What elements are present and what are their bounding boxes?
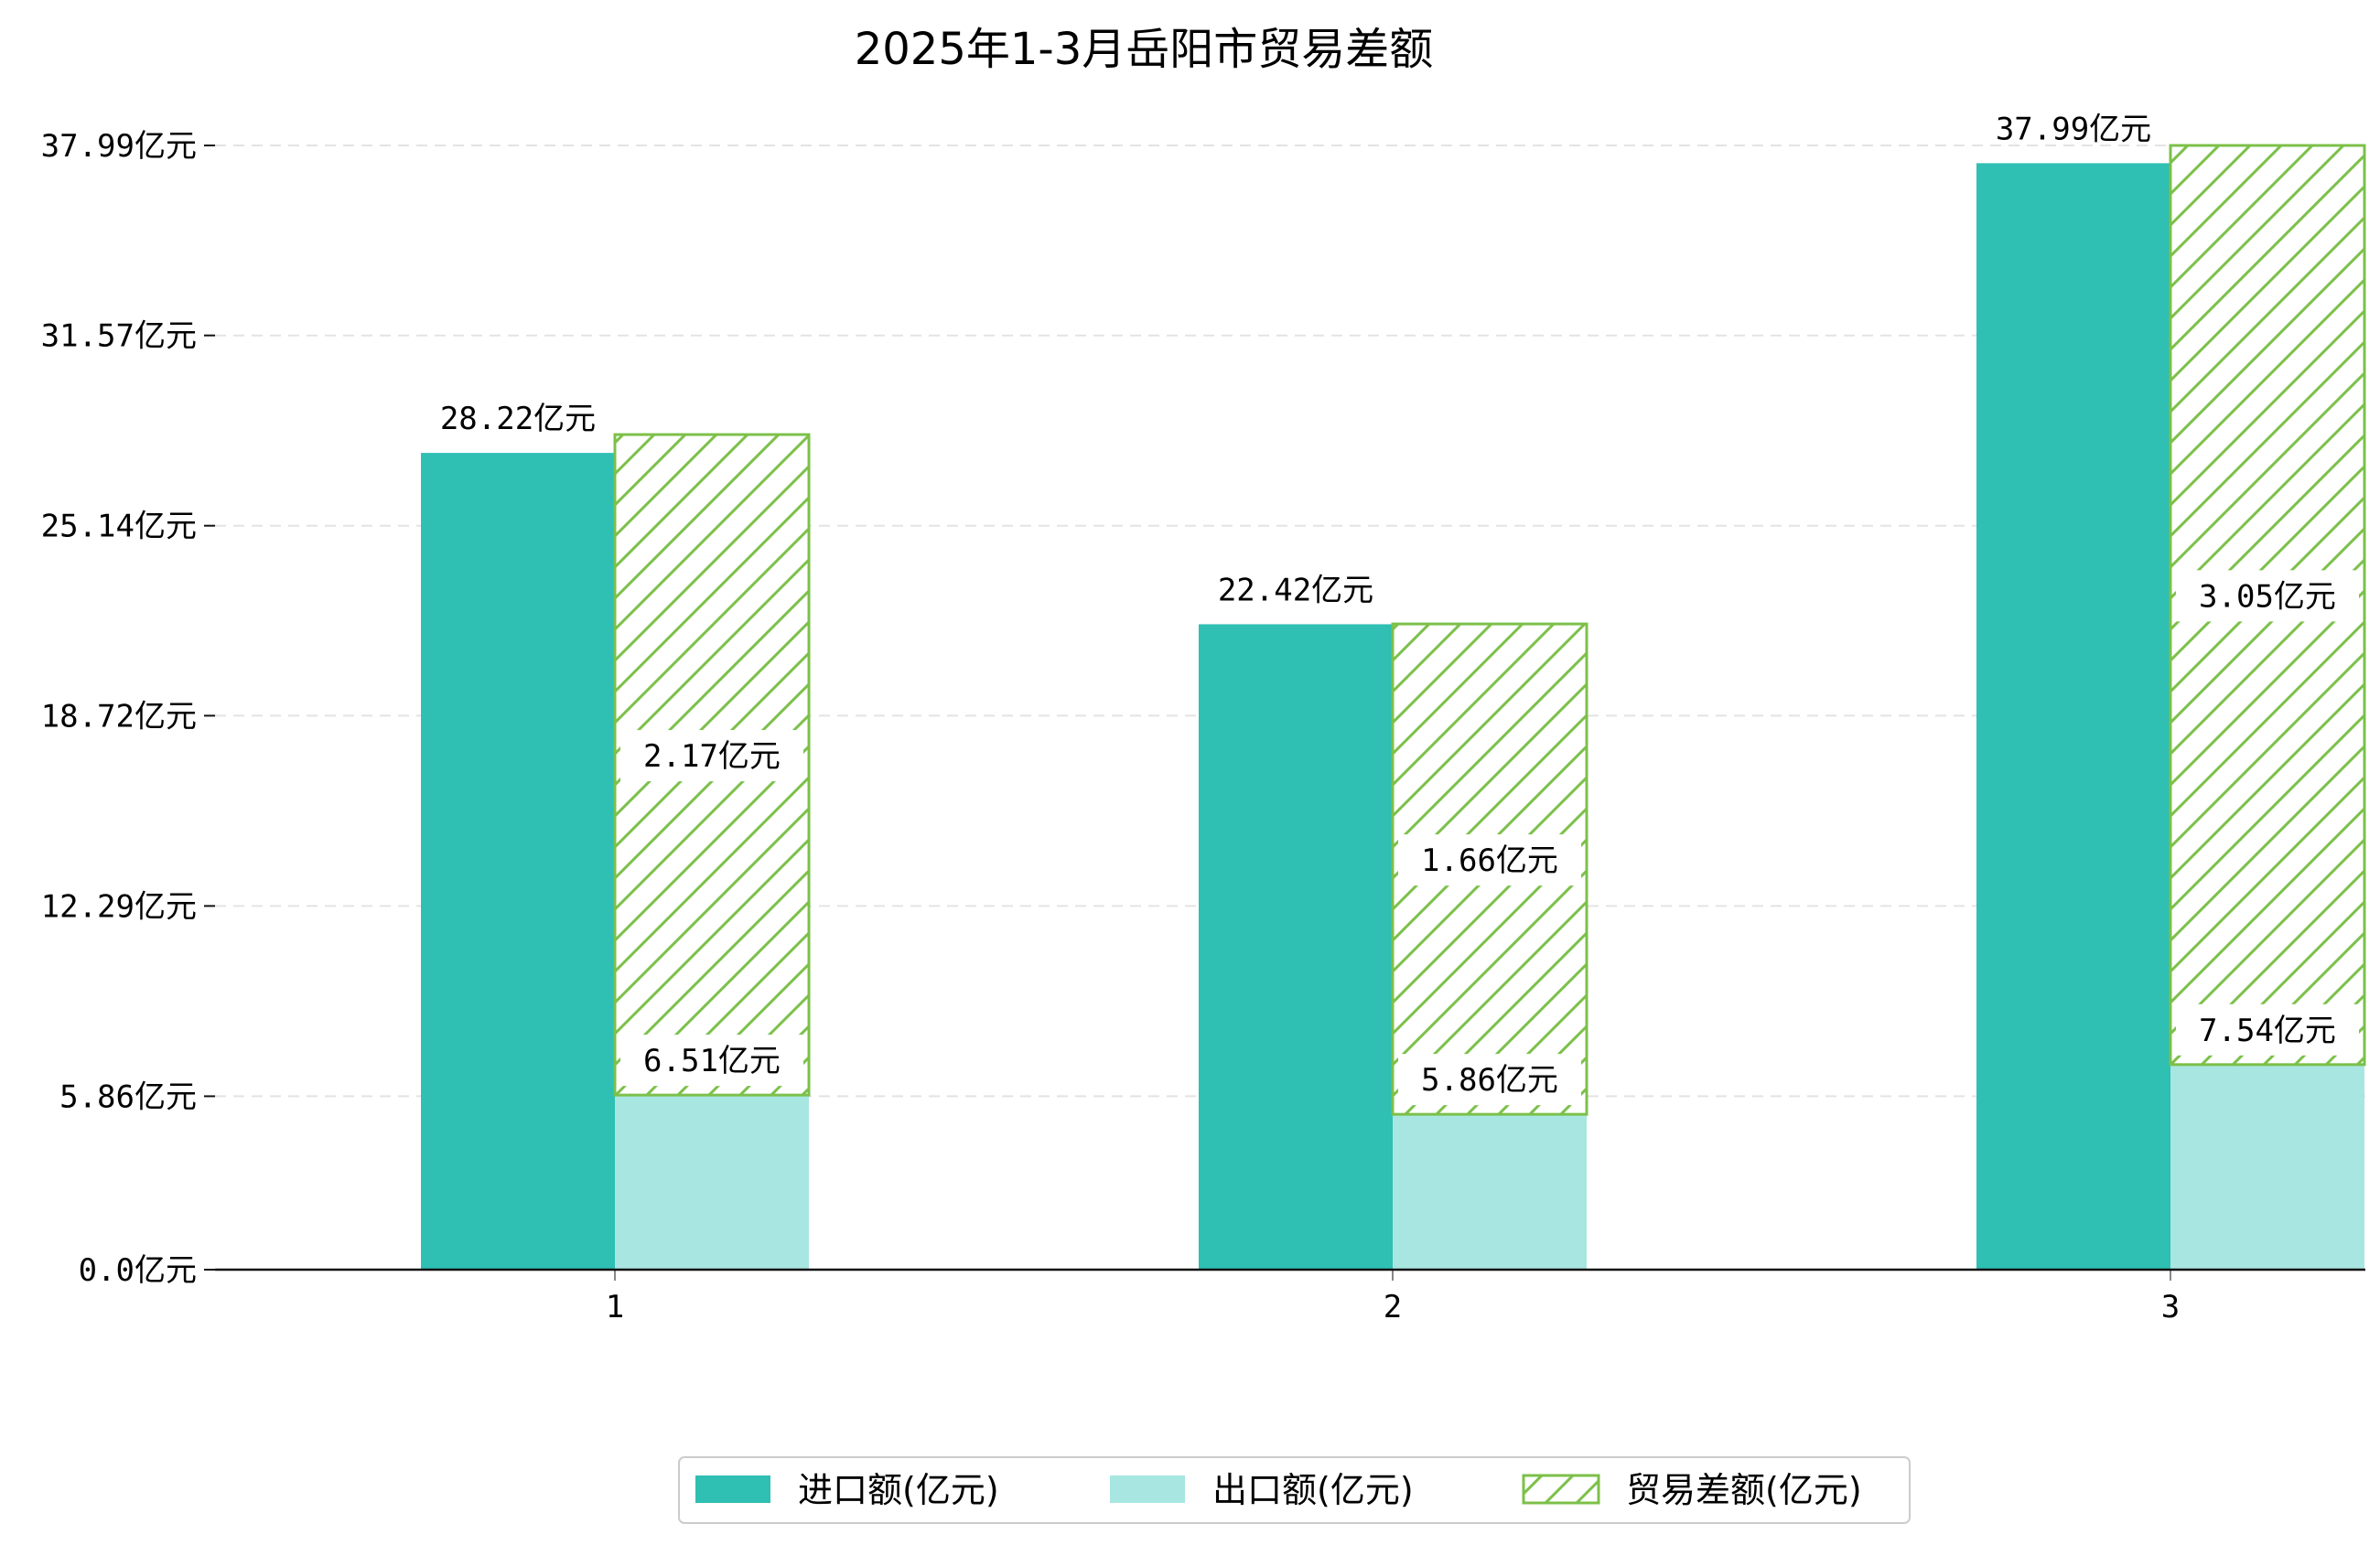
data-label: 6.51亿元 (643, 1043, 781, 1079)
x-tick-label: 3 (2161, 1289, 2180, 1325)
y-tick-label: 37.99亿元 (41, 128, 197, 165)
legend-swatch (1110, 1475, 1185, 1503)
legend-box (678, 1456, 1911, 1524)
bar-import (421, 453, 615, 1270)
data-label: 3.05亿元 (2199, 578, 2336, 615)
bars (421, 144, 2366, 1270)
data-label-bg (1398, 834, 1581, 886)
data-label-bg (620, 1035, 803, 1087)
bar-export (1393, 1114, 1587, 1270)
data-label-bg (1398, 1054, 1581, 1106)
legend-label: 出口额(亿元) (1212, 1470, 1414, 1510)
bar-export (2170, 1064, 2364, 1270)
bar-import (1976, 163, 2170, 1270)
data-label: 7.54亿元 (2199, 1013, 2336, 1049)
data-label: 5.86亿元 (1421, 1062, 1558, 1099)
data-label-bg (2176, 1003, 2359, 1056)
legend-label: 进口额(亿元) (798, 1470, 999, 1510)
data-label: 2.17亿元 (643, 738, 781, 775)
axes: 0.0亿元 5.86亿元 12.29亿元 18.72亿元 25.14亿元 31.57亿元 3… (41, 128, 2365, 1325)
data-label-bg (2176, 570, 2359, 622)
legend-swatch (695, 1475, 770, 1503)
x-tick-label: 2 (1384, 1289, 1402, 1325)
bar-import (1199, 624, 1393, 1270)
bar-export (615, 1095, 809, 1270)
data-labels: 28.22亿元 6.51亿元 2.17亿元 22.42亿元 5.86亿元 1.66亿元 37… (440, 111, 2359, 1106)
data-label: 37.99亿元 (1996, 111, 2151, 147)
x-tick-label: 1 (606, 1289, 624, 1325)
data-label: 22.42亿元 (1218, 572, 1373, 608)
legend-swatch (1522, 1474, 1600, 1505)
y-tick-label: 5.86亿元 (59, 1078, 197, 1115)
data-label: 1.66亿元 (1421, 842, 1558, 879)
y-tick-label: 25.14亿元 (41, 509, 197, 545)
y-tick-label: 31.57亿元 (41, 318, 197, 355)
legend-label: 贸易差额(亿元) (1626, 1470, 1862, 1510)
chart-title: 2025年1-3月岳阳市贸易差额 (855, 24, 1434, 75)
data-label: 28.22亿元 (440, 401, 596, 437)
y-tick-label: 18.72亿元 (41, 698, 197, 735)
y-tick-label: 12.29亿元 (41, 888, 197, 925)
legend: 进口额(亿元) 出口额(亿元) 贸易差额(亿元) (678, 1456, 1911, 1524)
y-tick-label: 0.0亿元 (79, 1252, 197, 1289)
data-label-bg (620, 730, 803, 782)
